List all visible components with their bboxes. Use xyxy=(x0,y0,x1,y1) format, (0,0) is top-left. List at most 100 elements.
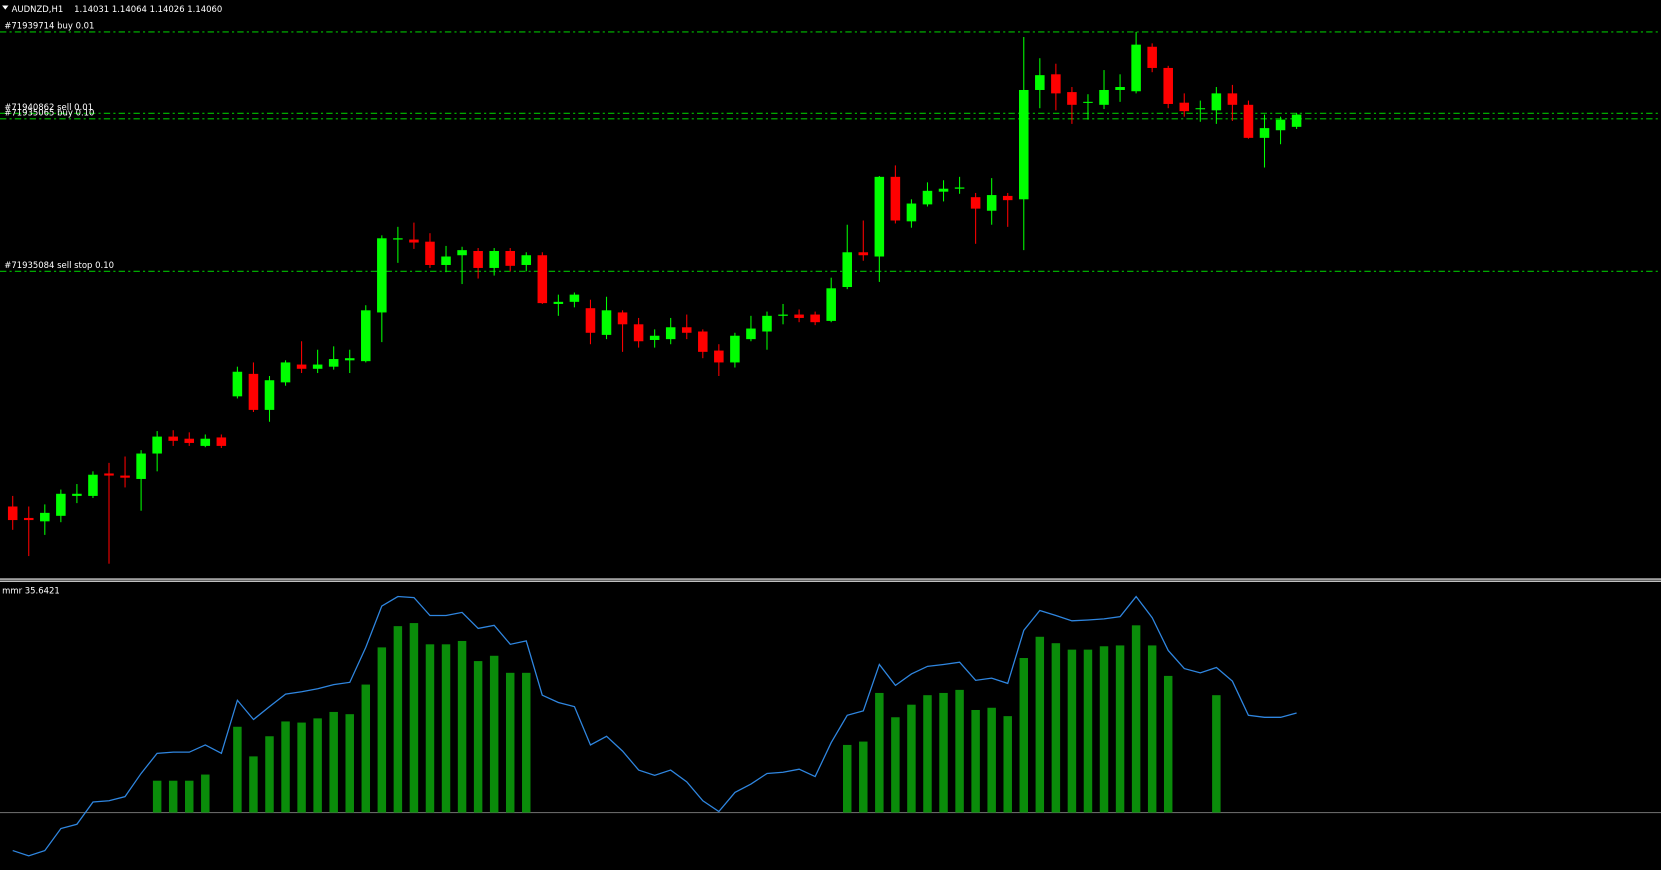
symbol-title: AUDNZD,H1 xyxy=(12,4,64,14)
candle-body xyxy=(826,288,836,321)
candle-body xyxy=(1115,87,1125,90)
order-label: #71935065 buy 0.10 xyxy=(4,108,94,118)
candle-body xyxy=(649,335,660,340)
candle-body xyxy=(88,474,98,496)
candle-body xyxy=(200,438,211,446)
histogram-bar xyxy=(265,736,274,813)
candle-body xyxy=(296,364,307,369)
histogram-bar xyxy=(409,623,419,813)
candle-body xyxy=(23,517,34,521)
candle-body xyxy=(954,187,965,189)
candle-body xyxy=(569,294,580,302)
candle-body xyxy=(1002,195,1013,201)
candle-body xyxy=(152,436,162,454)
histogram-bar xyxy=(939,692,948,813)
order-label: #71939714 buy 0.01 xyxy=(4,21,94,31)
candle-body xyxy=(361,310,371,362)
histogram-bar xyxy=(441,644,451,813)
candle-body xyxy=(746,328,756,340)
candle-body xyxy=(232,371,243,397)
histogram-bar xyxy=(1131,625,1141,813)
candle-body xyxy=(489,250,499,268)
candle-body xyxy=(377,238,387,313)
candle-body xyxy=(40,512,50,522)
histogram-bar xyxy=(1067,649,1077,813)
histogram-bar xyxy=(875,692,884,813)
histogram-bar xyxy=(168,780,178,813)
candle-body xyxy=(72,493,82,496)
candle-body xyxy=(1259,128,1270,138)
candle-body xyxy=(714,350,724,363)
histogram-bar xyxy=(1147,645,1157,813)
candle-body xyxy=(312,364,323,369)
candle-body xyxy=(136,453,146,479)
candle-body xyxy=(906,203,917,222)
histogram-bar xyxy=(522,672,531,813)
candle-body xyxy=(248,373,259,410)
candle-body xyxy=(698,331,708,352)
candle-body xyxy=(633,324,644,342)
candle-body xyxy=(730,335,740,363)
candle-body xyxy=(601,310,612,335)
candle-body xyxy=(1019,89,1029,200)
indicator-label: mmr 35.6421 xyxy=(2,585,60,595)
histogram-bar xyxy=(425,644,435,813)
candle-body xyxy=(104,473,114,476)
histogram-bar xyxy=(361,684,371,813)
candle-body xyxy=(328,359,339,367)
candle-body xyxy=(521,255,532,265)
histogram-bar xyxy=(152,780,162,813)
candle-body xyxy=(120,475,130,478)
candle-body xyxy=(441,256,451,265)
candle-body xyxy=(842,252,853,288)
histogram-bar xyxy=(505,672,515,813)
candle-body xyxy=(970,197,981,209)
candle-body xyxy=(874,176,885,257)
histogram-bar xyxy=(1163,675,1173,813)
histogram-bar xyxy=(1099,646,1109,813)
histogram-bar xyxy=(249,756,258,813)
candle-body xyxy=(1179,102,1190,112)
ohlc-label: 1.14031 1.14064 1.14026 1.14060 xyxy=(74,4,222,14)
candle-body xyxy=(7,506,18,521)
order-label: #71940862 sell 0.01 xyxy=(4,102,93,112)
candle-body xyxy=(216,437,227,446)
candle-body xyxy=(264,380,275,410)
histogram-bar xyxy=(457,640,467,813)
histogram-bar xyxy=(329,711,338,813)
histogram-bar xyxy=(1003,716,1012,813)
histogram-bar xyxy=(1115,645,1125,813)
order-label: #71935084 sell stop 0.10 xyxy=(4,260,114,270)
histogram-bar xyxy=(473,661,483,813)
histogram-bar xyxy=(1019,658,1029,813)
candle-body xyxy=(1243,104,1254,138)
histogram-bar xyxy=(377,647,387,813)
candle-body xyxy=(1083,101,1093,103)
candle-body xyxy=(1195,108,1206,110)
candle-body xyxy=(938,188,949,192)
candle-body xyxy=(794,314,804,318)
candle-body xyxy=(922,190,933,205)
candle-body xyxy=(393,238,403,240)
candle-body xyxy=(1275,119,1286,131)
candle-body xyxy=(585,308,596,333)
candle-body xyxy=(1163,67,1173,104)
histogram-bar xyxy=(201,774,210,813)
candle-body xyxy=(1051,74,1061,94)
histogram-bar xyxy=(907,704,916,813)
candle-body xyxy=(986,195,997,211)
histogram-bar xyxy=(971,709,980,813)
histogram-bar xyxy=(1212,695,1221,813)
histogram-bar xyxy=(891,717,900,813)
candle-body xyxy=(425,241,435,265)
candle-body xyxy=(1131,44,1141,92)
histogram-bar xyxy=(313,718,322,813)
histogram-bar xyxy=(489,655,499,813)
candle-body xyxy=(505,250,515,266)
candle-body xyxy=(553,301,564,304)
candle-body xyxy=(858,252,869,256)
candle-body xyxy=(56,493,66,516)
histogram-bar xyxy=(1051,643,1061,813)
